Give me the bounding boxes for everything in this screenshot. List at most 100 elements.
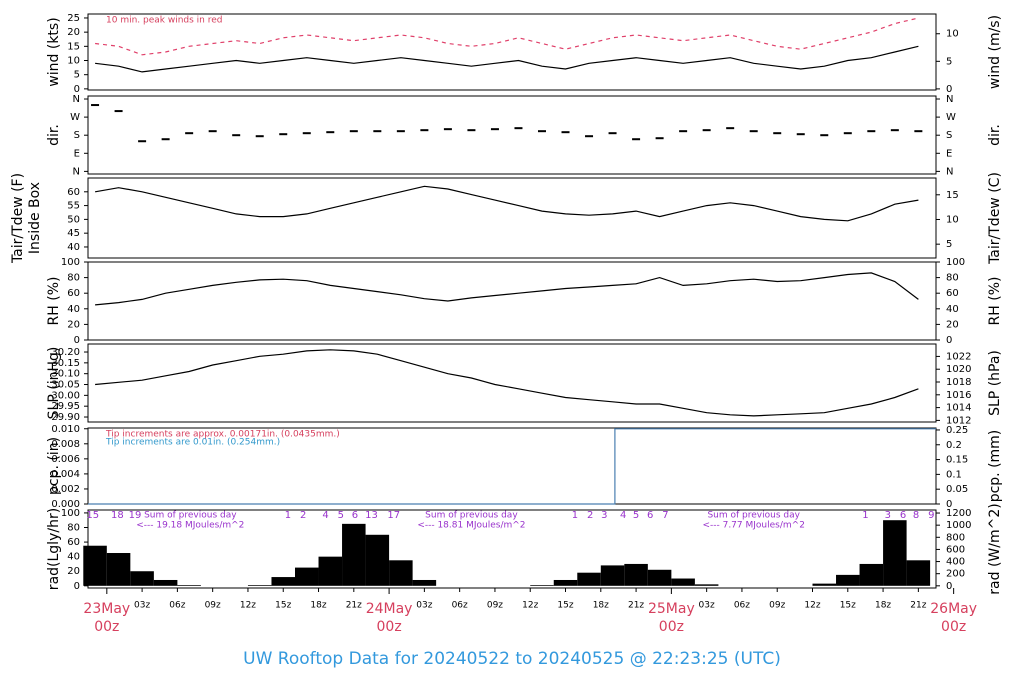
y2-axis-title: RH (%) xyxy=(987,277,1003,326)
point xyxy=(138,140,147,143)
panel-frame xyxy=(87,261,937,341)
bar xyxy=(271,577,296,586)
y2-tick-label: 15 xyxy=(946,190,959,201)
annotation: Tip increments are 0.01in. (0.254mm.) xyxy=(105,438,280,448)
x-tick-label: 15z xyxy=(840,601,856,611)
point xyxy=(255,135,264,138)
y-tick-label: 60 xyxy=(67,187,80,198)
series-line xyxy=(95,45,919,73)
annotation: 10 min. peak winds in red xyxy=(106,16,223,26)
bar xyxy=(553,579,578,586)
bar xyxy=(600,565,625,586)
x-tick-label: 03z xyxy=(416,601,432,611)
y-tick-label: E xyxy=(74,148,80,159)
y-tick-label: 30.20 xyxy=(51,347,80,358)
hour-mark: 2 xyxy=(587,510,593,521)
page-title: UW Rooftop Data for 20240522 to 20240525… xyxy=(243,649,781,669)
y-tick-label: 50 xyxy=(67,214,80,225)
bar xyxy=(836,574,860,586)
point xyxy=(796,133,805,136)
hour-mark: 3 xyxy=(885,510,891,521)
y-axis-title: wind (kts) xyxy=(46,17,62,86)
bar xyxy=(83,545,107,586)
x-tick-label: 18z xyxy=(310,601,326,611)
daily-sum-label: Sum of previous day xyxy=(425,511,518,521)
series-line xyxy=(95,17,919,56)
point xyxy=(632,138,641,141)
bar xyxy=(624,563,648,586)
y-tick-label: 29.95 xyxy=(51,401,80,412)
y2-tick-label: N xyxy=(946,94,953,105)
y2-tick-label: 1012 xyxy=(946,415,971,426)
y-tick-label: N xyxy=(73,94,80,105)
x-tick-label: 12z xyxy=(522,601,538,611)
point xyxy=(561,131,570,134)
y2-tick-label: 1020 xyxy=(946,364,971,375)
y2-axis-title: rad (W/m^2) xyxy=(987,503,1003,594)
annotation: Tip increments are approx. 0.00171in. (0… xyxy=(105,430,340,440)
point xyxy=(702,129,711,132)
hour-mark: 1 xyxy=(572,510,578,521)
y2-axis-title: Tair/Tdew (C) xyxy=(987,172,1003,265)
y2-tick-label: 800 xyxy=(946,532,965,543)
y2-tick-label: 10 xyxy=(946,214,959,225)
y-tick-label: 80 xyxy=(67,522,80,533)
point xyxy=(114,110,123,113)
bar xyxy=(671,578,695,586)
y2-tick-label: 0 xyxy=(946,335,952,346)
day-hour-label: 00z xyxy=(94,619,119,635)
y-axis-title: rad(Lgly/hr) xyxy=(46,508,62,590)
bar xyxy=(647,569,672,586)
x-tick-label: 12z xyxy=(240,601,256,611)
bar xyxy=(859,563,884,586)
y2-tick-label: 5 xyxy=(946,56,952,67)
y2-tick-label: 100 xyxy=(946,257,965,268)
point xyxy=(726,127,735,130)
point xyxy=(161,138,170,141)
y2-tick-label: 0.1 xyxy=(946,469,962,480)
hour-mark: 5 xyxy=(633,510,639,521)
day-hour-label: 00z xyxy=(377,619,402,635)
y-tick-label: 5 xyxy=(74,70,80,81)
panel-frame xyxy=(87,13,937,91)
x-tick-label: 06z xyxy=(169,601,185,611)
point xyxy=(396,130,405,133)
day-hour-label: 00z xyxy=(941,619,966,635)
y-axis-title: SLP (inHg) xyxy=(46,347,62,420)
y-tick-label: 0.004 xyxy=(51,469,80,480)
y-axis-title: RH (%) xyxy=(46,277,62,326)
y-tick-label: 30.15 xyxy=(51,358,80,369)
series-line xyxy=(88,428,936,505)
daily-sum-total: <--- 7.77 MJoules/m^2 xyxy=(702,521,804,531)
point xyxy=(608,132,617,135)
y2-axis-title: dir. xyxy=(987,124,1003,146)
day-label: 24May xyxy=(366,601,413,617)
panel-frame xyxy=(87,177,937,259)
hour-mark: 3 xyxy=(601,510,607,521)
hour-mark: 4 xyxy=(620,510,626,521)
y2-tick-label: 60 xyxy=(946,288,959,299)
point xyxy=(773,132,782,135)
x-tick-label: 03z xyxy=(134,601,150,611)
bar xyxy=(318,556,343,586)
y-tick-label: 15 xyxy=(67,41,80,52)
point xyxy=(914,130,923,133)
y-tick-label: 20 xyxy=(67,27,80,38)
point xyxy=(655,137,664,140)
point xyxy=(467,129,476,132)
point xyxy=(867,130,876,133)
hour-mark: 4 xyxy=(322,510,328,521)
y-tick-label: 0.006 xyxy=(51,454,80,465)
y2-tick-label: 0.15 xyxy=(946,455,968,466)
series-line xyxy=(95,349,919,417)
bar xyxy=(106,553,131,586)
day-label: 26May xyxy=(930,601,977,617)
y-tick-label: 30.05 xyxy=(51,380,80,391)
y2-tick-label: 0.05 xyxy=(946,484,968,495)
y-tick-label: 40 xyxy=(67,552,80,563)
panel-frame xyxy=(87,95,937,175)
y-tick-label: 0.002 xyxy=(51,484,80,495)
y2-tick-label: 0.2 xyxy=(946,440,962,451)
